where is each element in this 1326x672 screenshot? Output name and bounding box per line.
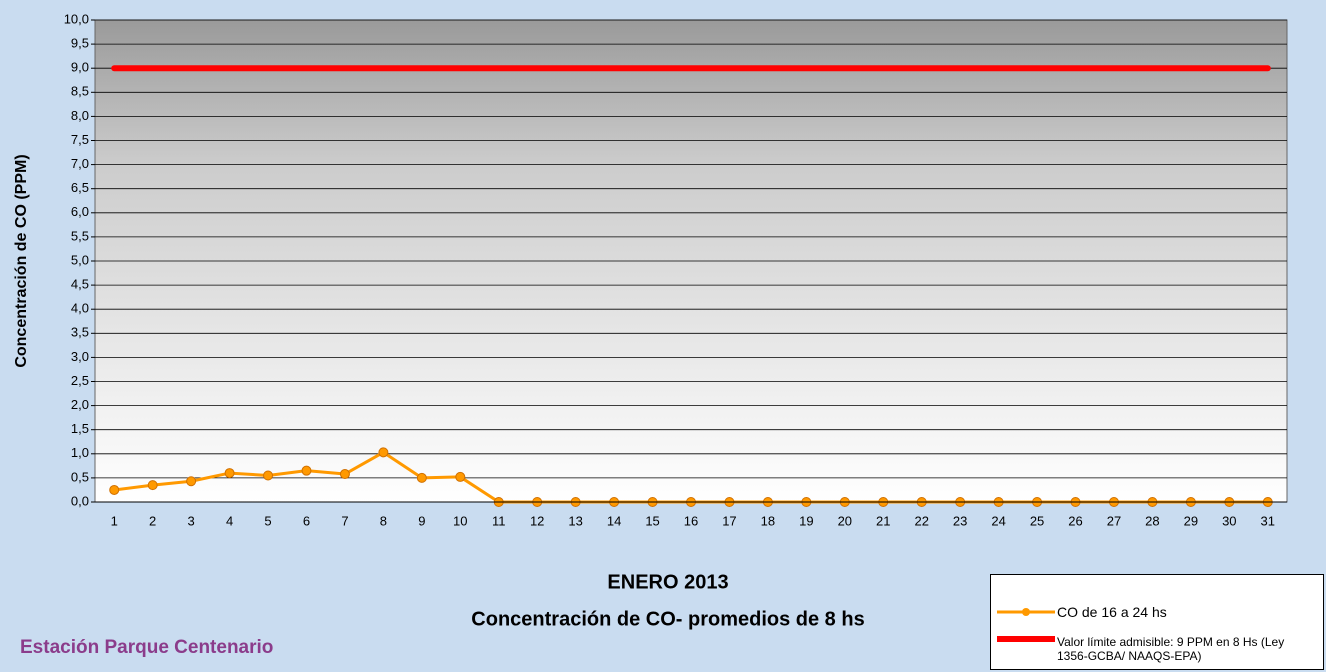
y-tick-label: 3,0 <box>71 349 89 364</box>
x-tick-label: 5 <box>264 513 271 528</box>
y-tick-label: 3,5 <box>71 325 89 340</box>
y-tick-label: 7,5 <box>71 132 89 147</box>
x-tick-label: 4 <box>226 513 233 528</box>
data-point <box>340 470 349 479</box>
data-point <box>225 469 234 478</box>
x-tick-label: 8 <box>380 513 387 528</box>
data-point <box>264 471 273 480</box>
y-tick-label: 10,0 <box>64 11 89 26</box>
x-tick-label: 26 <box>1068 513 1082 528</box>
x-tick-label: 17 <box>722 513 736 528</box>
y-tick-label: 0,0 <box>71 493 89 508</box>
y-tick-label: 1,5 <box>71 421 89 436</box>
y-tick-label: 5,5 <box>71 228 89 243</box>
x-tick-label: 19 <box>799 513 813 528</box>
legend: CO de 16 a 24 hs Valor límite admisible:… <box>990 574 1324 670</box>
data-point <box>187 477 196 486</box>
y-tick-label: 8,5 <box>71 84 89 99</box>
chart: ENERO 2013 Concentración de CO- promedio… <box>0 0 1326 672</box>
x-tick-label: 10 <box>453 513 467 528</box>
y-tick-label: 4,5 <box>71 277 89 292</box>
x-tick-label: 11 <box>492 513 506 528</box>
y-tick-label: 6,5 <box>71 180 89 195</box>
x-tick-label: 24 <box>991 513 1005 528</box>
legend-label: Valor límite admisible: 9 PPM en 8 Hs (L… <box>1057 635 1297 663</box>
data-point <box>148 481 157 490</box>
y-tick-label: 1,0 <box>71 445 89 460</box>
data-point <box>417 473 426 482</box>
legend-entry: CO de 16 a 24 hs <box>997 605 1167 619</box>
x-tick-label: 14 <box>607 513 621 528</box>
x-tick-label: 16 <box>684 513 698 528</box>
x-tick-label: 12 <box>530 513 544 528</box>
x-tick-label: 9 <box>418 513 425 528</box>
station-note: Estación Parque Centenario <box>20 637 273 658</box>
chart-subtitle: Concentración de CO- promedios de 8 hs <box>471 608 864 630</box>
legend-swatch <box>997 605 1057 619</box>
x-tick-label: 1 <box>111 513 118 528</box>
x-tick-label: 30 <box>1222 513 1236 528</box>
y-tick-label: 7,0 <box>71 156 89 171</box>
y-tick-label: 0,5 <box>71 469 89 484</box>
x-tick-label: 20 <box>838 513 852 528</box>
y-tick-label: 4,0 <box>71 301 89 316</box>
chart-title: ENERO 2013 <box>607 571 728 593</box>
x-tick-label: 23 <box>953 513 967 528</box>
y-tick-label: 2,5 <box>71 373 89 388</box>
y-tick-label: 9,0 <box>71 60 89 75</box>
x-tick-label: 27 <box>1107 513 1121 528</box>
x-tick-label: 28 <box>1145 513 1159 528</box>
x-tick-label: 21 <box>876 513 890 528</box>
y-tick-label: 2,0 <box>71 397 89 412</box>
data-point <box>456 472 465 481</box>
x-tick-label: 31 <box>1261 513 1275 528</box>
y-tick-label: 8,0 <box>71 108 89 123</box>
x-tick-label: 13 <box>568 513 582 528</box>
y-tick-label: 6,0 <box>71 204 89 219</box>
y-tick-label: 9,5 <box>71 36 89 51</box>
legend-swatch <box>997 635 1057 649</box>
y-axis-label: Concentración de CO (PPM) <box>13 154 30 367</box>
page: ENERO 2013 Concentración de CO- promedio… <box>0 0 1326 672</box>
data-point <box>110 485 119 494</box>
x-tick-label: 22 <box>914 513 928 528</box>
data-point <box>379 448 388 457</box>
data-point <box>302 466 311 475</box>
x-tick-label: 3 <box>188 513 195 528</box>
x-tick-label: 25 <box>1030 513 1044 528</box>
x-tick-label: 6 <box>303 513 310 528</box>
x-tick-label: 29 <box>1184 513 1198 528</box>
x-tick-label: 15 <box>645 513 659 528</box>
x-tick-label: 2 <box>149 513 156 528</box>
x-tick-label: 7 <box>341 513 348 528</box>
legend-entry: Valor límite admisible: 9 PPM en 8 Hs (L… <box>997 635 1297 663</box>
y-tick-label: 5,0 <box>71 252 89 267</box>
x-tick-label: 18 <box>761 513 775 528</box>
legend-label: CO de 16 a 24 hs <box>1057 605 1167 619</box>
